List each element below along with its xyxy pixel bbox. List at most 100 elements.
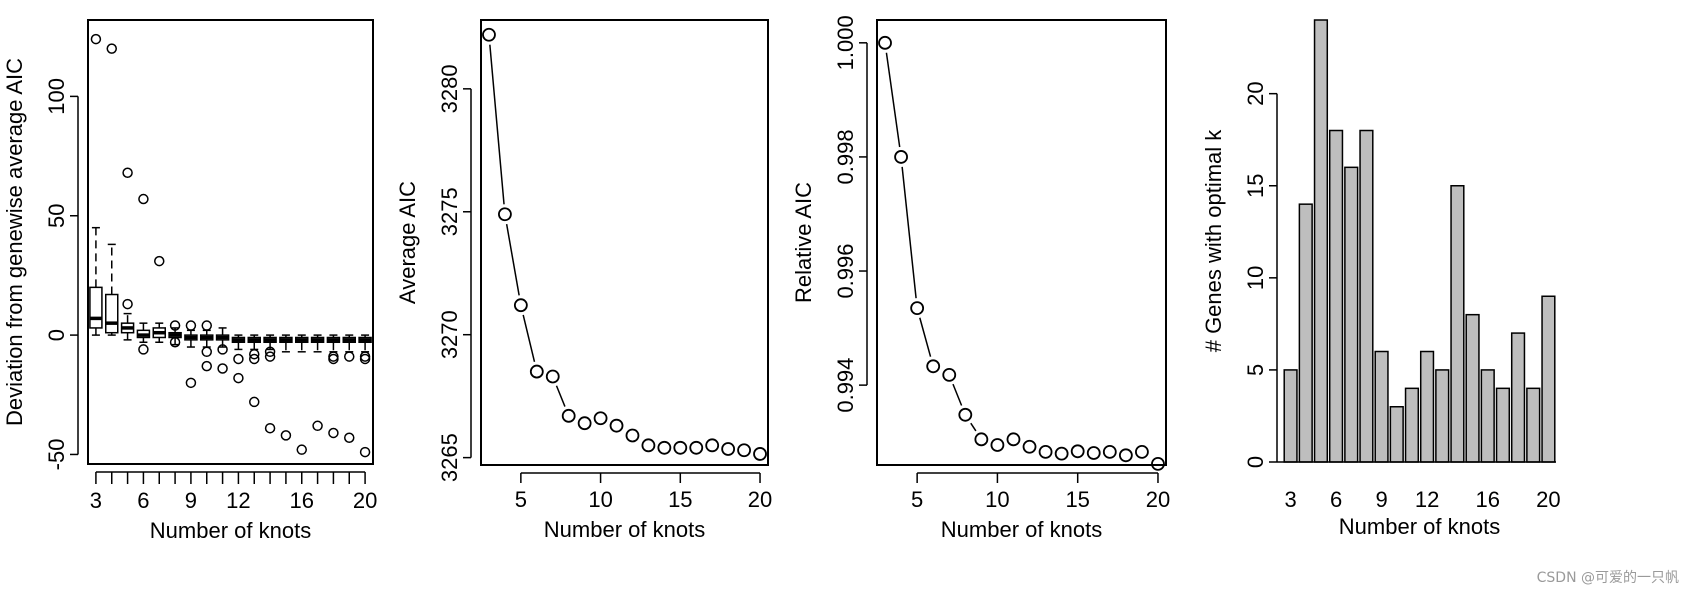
data-point bbox=[974, 432, 989, 447]
data-point bbox=[1022, 439, 1037, 454]
y-tick-label: 0.998 bbox=[833, 129, 858, 184]
series-segment bbox=[489, 44, 505, 205]
outlier-point bbox=[249, 353, 260, 365]
data-point bbox=[1038, 444, 1053, 459]
y-tick-label: 20 bbox=[1243, 81, 1268, 105]
series-segment bbox=[952, 383, 963, 406]
box-k10 bbox=[200, 320, 214, 372]
box-body bbox=[105, 293, 119, 334]
data-point bbox=[673, 440, 688, 455]
outlier-point bbox=[217, 344, 228, 355]
outlier-point bbox=[233, 353, 244, 365]
x-tick-label: 20 bbox=[353, 488, 377, 513]
outlier-point bbox=[264, 422, 276, 434]
data-point bbox=[737, 443, 751, 458]
y-tick-label: 3280 bbox=[437, 64, 462, 113]
outlier-point bbox=[90, 33, 102, 45]
bar bbox=[1541, 295, 1556, 463]
outlier-point bbox=[185, 377, 197, 389]
y-tick-label: 3275 bbox=[437, 187, 462, 236]
data-point bbox=[641, 438, 656, 453]
box-k20 bbox=[358, 334, 372, 458]
box-k12 bbox=[231, 334, 246, 384]
box-k5 bbox=[120, 167, 135, 341]
outlier-point bbox=[280, 430, 292, 441]
outlier-point bbox=[249, 348, 260, 360]
data-point bbox=[942, 367, 957, 382]
outlier-point bbox=[328, 427, 339, 439]
box-k14 bbox=[263, 334, 277, 434]
series-segment bbox=[919, 317, 932, 357]
data-point bbox=[1135, 444, 1149, 459]
box-k9 bbox=[184, 320, 198, 389]
box-k16 bbox=[295, 334, 309, 455]
box-k7 bbox=[152, 255, 166, 344]
outlier-point bbox=[138, 193, 149, 205]
box-k17 bbox=[310, 334, 325, 432]
outlier-point bbox=[344, 351, 355, 362]
x-tick-label: 15 bbox=[1065, 487, 1089, 512]
box-k3 bbox=[89, 33, 103, 336]
x-tick-label: 20 bbox=[1146, 487, 1170, 512]
data-point bbox=[910, 301, 925, 316]
x-tick-label: 15 bbox=[668, 487, 692, 512]
outlier-point bbox=[264, 351, 276, 362]
bar bbox=[1313, 19, 1329, 463]
data-point bbox=[593, 411, 608, 426]
outlier-point bbox=[264, 346, 276, 358]
x-tick-label: 3 bbox=[90, 488, 102, 513]
bar bbox=[1435, 369, 1450, 463]
y-tick-label: -50 bbox=[44, 439, 69, 471]
data-point bbox=[1006, 432, 1021, 447]
y-tick-label: 10 bbox=[1243, 266, 1268, 290]
x-tick-label: 3 bbox=[1284, 487, 1296, 512]
outlier-point bbox=[106, 43, 117, 54]
y-tick-label: 100 bbox=[44, 78, 69, 115]
plot-frame bbox=[480, 19, 769, 466]
data-point bbox=[545, 369, 560, 384]
series-segment bbox=[970, 422, 977, 432]
y-tick-label: 5 bbox=[1243, 364, 1268, 376]
bar bbox=[1526, 387, 1541, 463]
outlier-point bbox=[296, 444, 307, 455]
data-point bbox=[926, 359, 941, 374]
bar bbox=[1510, 332, 1526, 463]
chart-panel-2: 3265 3270 3275 3280 Average AIC 5 10 15 20 Number… bbox=[395, 19, 772, 542]
data-point bbox=[705, 438, 720, 453]
x-tick-label: 9 bbox=[1375, 487, 1387, 512]
x-tick-label: 20 bbox=[1536, 487, 1560, 512]
x-tick-label: 5 bbox=[515, 487, 527, 512]
data-point bbox=[1054, 446, 1069, 461]
data-point bbox=[529, 364, 544, 379]
data-point bbox=[1151, 456, 1165, 471]
bar bbox=[1419, 350, 1435, 463]
x-tick-label: 12 bbox=[1415, 487, 1439, 512]
bar bbox=[1283, 369, 1298, 463]
x-tick-label: 20 bbox=[748, 487, 772, 512]
outlier-point bbox=[201, 320, 212, 331]
series-segment bbox=[885, 52, 901, 148]
box-body bbox=[89, 286, 103, 329]
bar bbox=[1480, 369, 1495, 463]
watermark: CSDN @可爱的一只帆 bbox=[1536, 570, 1679, 586]
data-point bbox=[1118, 448, 1133, 463]
data-point bbox=[990, 438, 1005, 452]
bar bbox=[1465, 313, 1480, 463]
outlier-point bbox=[201, 360, 212, 372]
data-point bbox=[894, 150, 908, 164]
y-tick-label: 3265 bbox=[437, 433, 462, 482]
outlier-point bbox=[138, 344, 149, 355]
x-tick-label: 10 bbox=[588, 487, 612, 512]
bar bbox=[1374, 350, 1389, 463]
x-tick-label: 6 bbox=[1330, 487, 1342, 512]
outlier-point bbox=[217, 363, 228, 374]
data-point bbox=[1102, 444, 1117, 459]
series-segment bbox=[522, 314, 536, 363]
outlier-point bbox=[359, 353, 371, 365]
x-axis-label: Number of knots bbox=[150, 518, 311, 543]
data-point bbox=[689, 440, 704, 455]
bar bbox=[1344, 166, 1359, 463]
series-segment bbox=[901, 166, 917, 299]
data-point bbox=[513, 298, 528, 313]
